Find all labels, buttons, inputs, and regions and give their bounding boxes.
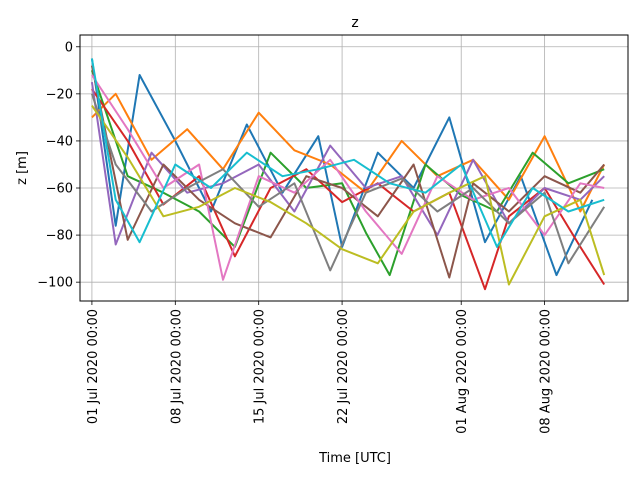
chart-title: z — [351, 15, 358, 31]
series-line-2 — [91, 92, 606, 213]
y-tick-label: −40 — [46, 134, 73, 149]
x-tick-label: 08 Jul 2020 00:00 — [169, 309, 184, 424]
series-line-4 — [91, 88, 606, 291]
series-line-9 — [91, 105, 606, 286]
plot-frame — [79, 34, 629, 302]
x-tick-label: 01 Aug 2020 00:00 — [455, 309, 470, 434]
x-axis: 01 Jul 2020 00:00 08 Jul 2020 00:00 15 Jul… — [86, 301, 554, 434]
x-axis-label: Time [UTC] — [318, 451, 391, 466]
x-tick-label: 15 Jul 2020 00:00 — [253, 309, 268, 424]
series-line-10 — [90, 58, 605, 248]
x-tick-label: 22 Jul 2020 00:00 — [336, 309, 351, 424]
y-axis: 0 −20 −40 −60 −80 −100 — [37, 40, 80, 291]
series-line-5 — [90, 81, 605, 246]
series-line-8 — [90, 93, 606, 272]
grid-lines — [80, 35, 628, 301]
y-tick-label: −60 — [46, 182, 73, 197]
x-tick-label: 08 Aug 2020 00:00 — [539, 309, 554, 434]
series-line-3 — [90, 69, 605, 277]
y-tick-label: −20 — [46, 87, 73, 102]
series-layer — [90, 58, 606, 291]
y-tick-label: −80 — [46, 229, 73, 244]
x-tick-label: 01 Jul 2020 00:00 — [86, 309, 101, 424]
y-tick-label: 0 — [65, 40, 73, 55]
y-axis-label: z [m] — [15, 151, 30, 185]
series-line-7 — [91, 74, 605, 281]
y-tick-label: −100 — [37, 276, 73, 291]
